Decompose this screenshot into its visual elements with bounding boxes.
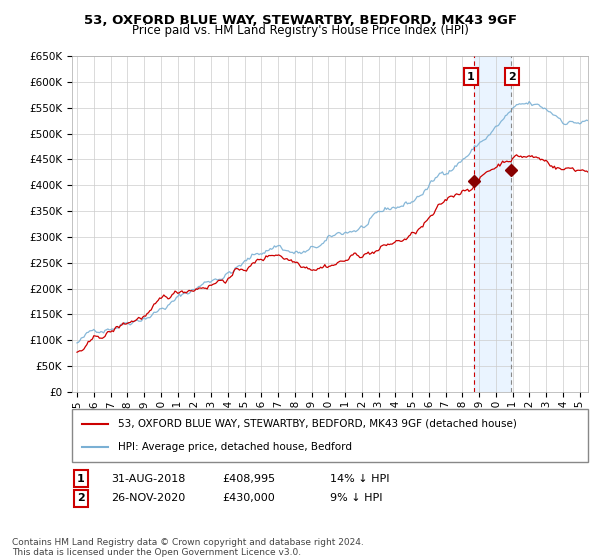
Text: 2: 2 [508,72,516,82]
Text: 14% ↓ HPI: 14% ↓ HPI [330,474,389,484]
Text: 26-NOV-2020: 26-NOV-2020 [111,493,185,503]
FancyBboxPatch shape [72,409,588,462]
Text: 53, OXFORD BLUE WAY, STEWARTBY, BEDFORD, MK43 9GF: 53, OXFORD BLUE WAY, STEWARTBY, BEDFORD,… [83,14,517,27]
Text: 1: 1 [77,474,85,484]
Text: 9% ↓ HPI: 9% ↓ HPI [330,493,383,503]
Text: HPI: Average price, detached house, Bedford: HPI: Average price, detached house, Bedf… [118,442,352,452]
Text: 1: 1 [467,72,475,82]
Text: 53, OXFORD BLUE WAY, STEWARTBY, BEDFORD, MK43 9GF (detached house): 53, OXFORD BLUE WAY, STEWARTBY, BEDFORD,… [118,419,517,429]
Text: Price paid vs. HM Land Registry's House Price Index (HPI): Price paid vs. HM Land Registry's House … [131,24,469,37]
Text: Contains HM Land Registry data © Crown copyright and database right 2024.
This d: Contains HM Land Registry data © Crown c… [12,538,364,557]
Text: 2: 2 [77,493,85,503]
Text: 31-AUG-2018: 31-AUG-2018 [111,474,185,484]
Text: £430,000: £430,000 [222,493,275,503]
Bar [473,56,511,392]
Text: £408,995: £408,995 [222,474,275,484]
